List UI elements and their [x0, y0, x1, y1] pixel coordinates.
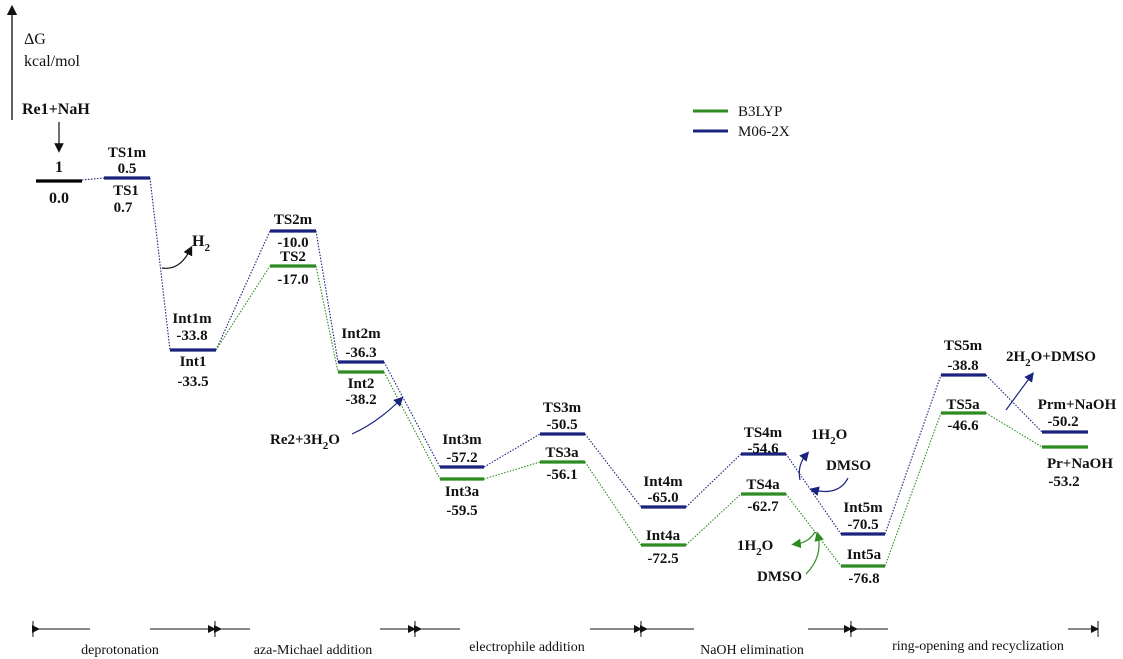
label-ts1m: TS1m [108, 145, 147, 161]
stage-ring-opening: ring-opening and recyclization [892, 639, 1064, 654]
energy-pr: -53.2 [1048, 474, 1079, 490]
energy-ts2: -17.0 [277, 272, 308, 288]
stage-naoh-elimination: NaOH elimination [700, 643, 804, 658]
energy-prm: -50.2 [1047, 414, 1078, 430]
stage-ruler [32, 621, 1099, 637]
energy-int2m: -36.3 [345, 345, 376, 361]
label-ts4a: TS4a [746, 477, 780, 493]
energy-int5m: -70.5 [847, 517, 878, 533]
label-ts5a: TS5a [946, 397, 980, 413]
label-ts3a: TS3a [545, 445, 579, 461]
axis-unit: kcal/mol [24, 53, 81, 70]
energy-ts3m: -50.5 [546, 417, 577, 433]
dmso-top-label: DMSO [826, 458, 871, 474]
water-top-label: 1H2O [811, 427, 847, 447]
h2-label: H2 [192, 233, 210, 254]
start-energy: 0.0 [49, 190, 69, 207]
energy-ts2m: -10.0 [277, 235, 308, 251]
water-bot-arrow [791, 531, 816, 549]
release-label: 2H2O+DMSO [1006, 349, 1096, 369]
energy-int1m: -33.8 [176, 328, 207, 344]
dmso-bot-label: DMSO [757, 569, 802, 585]
energy-int2: -38.2 [345, 392, 376, 408]
energy-ts3a: -56.1 [546, 467, 577, 483]
energy-int4a: -72.5 [647, 551, 678, 567]
energy-ts4m: -54.6 [747, 441, 779, 457]
label-ts3m: TS3m [543, 400, 582, 416]
release-arrow-blue [1005, 372, 1034, 411]
label-ts2: TS2 [280, 249, 306, 265]
energy-int1: -33.5 [177, 374, 208, 390]
energy-ts1: 0.7 [114, 200, 133, 216]
legend-label-b3lyp: B3LYP [738, 104, 782, 120]
label-ts4m: TS4m [744, 425, 783, 441]
start-species: 1 [55, 159, 63, 176]
label-ts1: TS1 [113, 183, 139, 199]
label-int2m: Int2m [341, 326, 381, 342]
label-prm: Prm+NaOH [1038, 397, 1117, 413]
dmso-top-arrow [809, 477, 849, 496]
water-bot-label: 1H2O [737, 538, 773, 558]
label-int3m: Int3m [442, 432, 482, 448]
legend-label-m062x: M06-2X [738, 124, 790, 140]
label-int2: Int2 [348, 376, 375, 392]
energy-int3a: -59.5 [446, 503, 477, 519]
label-ts2m: TS2m [274, 212, 313, 228]
dmso-bot-arrow [805, 531, 824, 575]
stage-deprotonation: deprotonation [81, 643, 159, 658]
energy-ts1m: 0.5 [118, 161, 137, 177]
label-int4a: Int4a [646, 528, 681, 544]
re2-label: Re2+3H2O [270, 432, 340, 452]
stage-aza-michael: aza-Michael addition [254, 643, 373, 658]
label-int5a: Int5a [847, 547, 882, 563]
energy-ts5m: -38.8 [947, 358, 978, 374]
axis-symbol: ΔG [24, 31, 46, 48]
energy-ts5a: -46.6 [947, 418, 979, 434]
label-int3a: Int3a [445, 484, 480, 500]
label-int4m: Int4m [643, 474, 683, 490]
label-int5m: Int5m [843, 500, 883, 516]
energy-ts4a: -62.7 [747, 499, 779, 515]
energy-int5a: -76.8 [848, 571, 879, 587]
label-ts5m: TS5m [944, 338, 983, 354]
label-pr: Pr+NaOH [1047, 456, 1113, 472]
start-reactants: Re1+NaH [22, 101, 90, 118]
label-int1m: Int1m [172, 311, 212, 327]
label-int1: Int1 [180, 354, 207, 370]
b3lyp-path [215, 265, 1043, 567]
m062x-path [81, 177, 1043, 535]
h2-release-arrow [161, 245, 193, 269]
energy-int3m: -57.2 [446, 450, 477, 466]
re2-entry-arrow [351, 396, 404, 435]
water-top-arrow [798, 451, 810, 481]
energy-int4m: -65.0 [647, 490, 678, 506]
stage-electrophile: electrophile addition [469, 640, 584, 655]
